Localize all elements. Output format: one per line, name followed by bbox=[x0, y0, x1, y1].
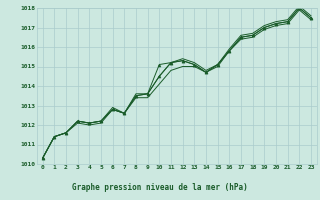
Text: Graphe pression niveau de la mer (hPa): Graphe pression niveau de la mer (hPa) bbox=[72, 183, 248, 192]
